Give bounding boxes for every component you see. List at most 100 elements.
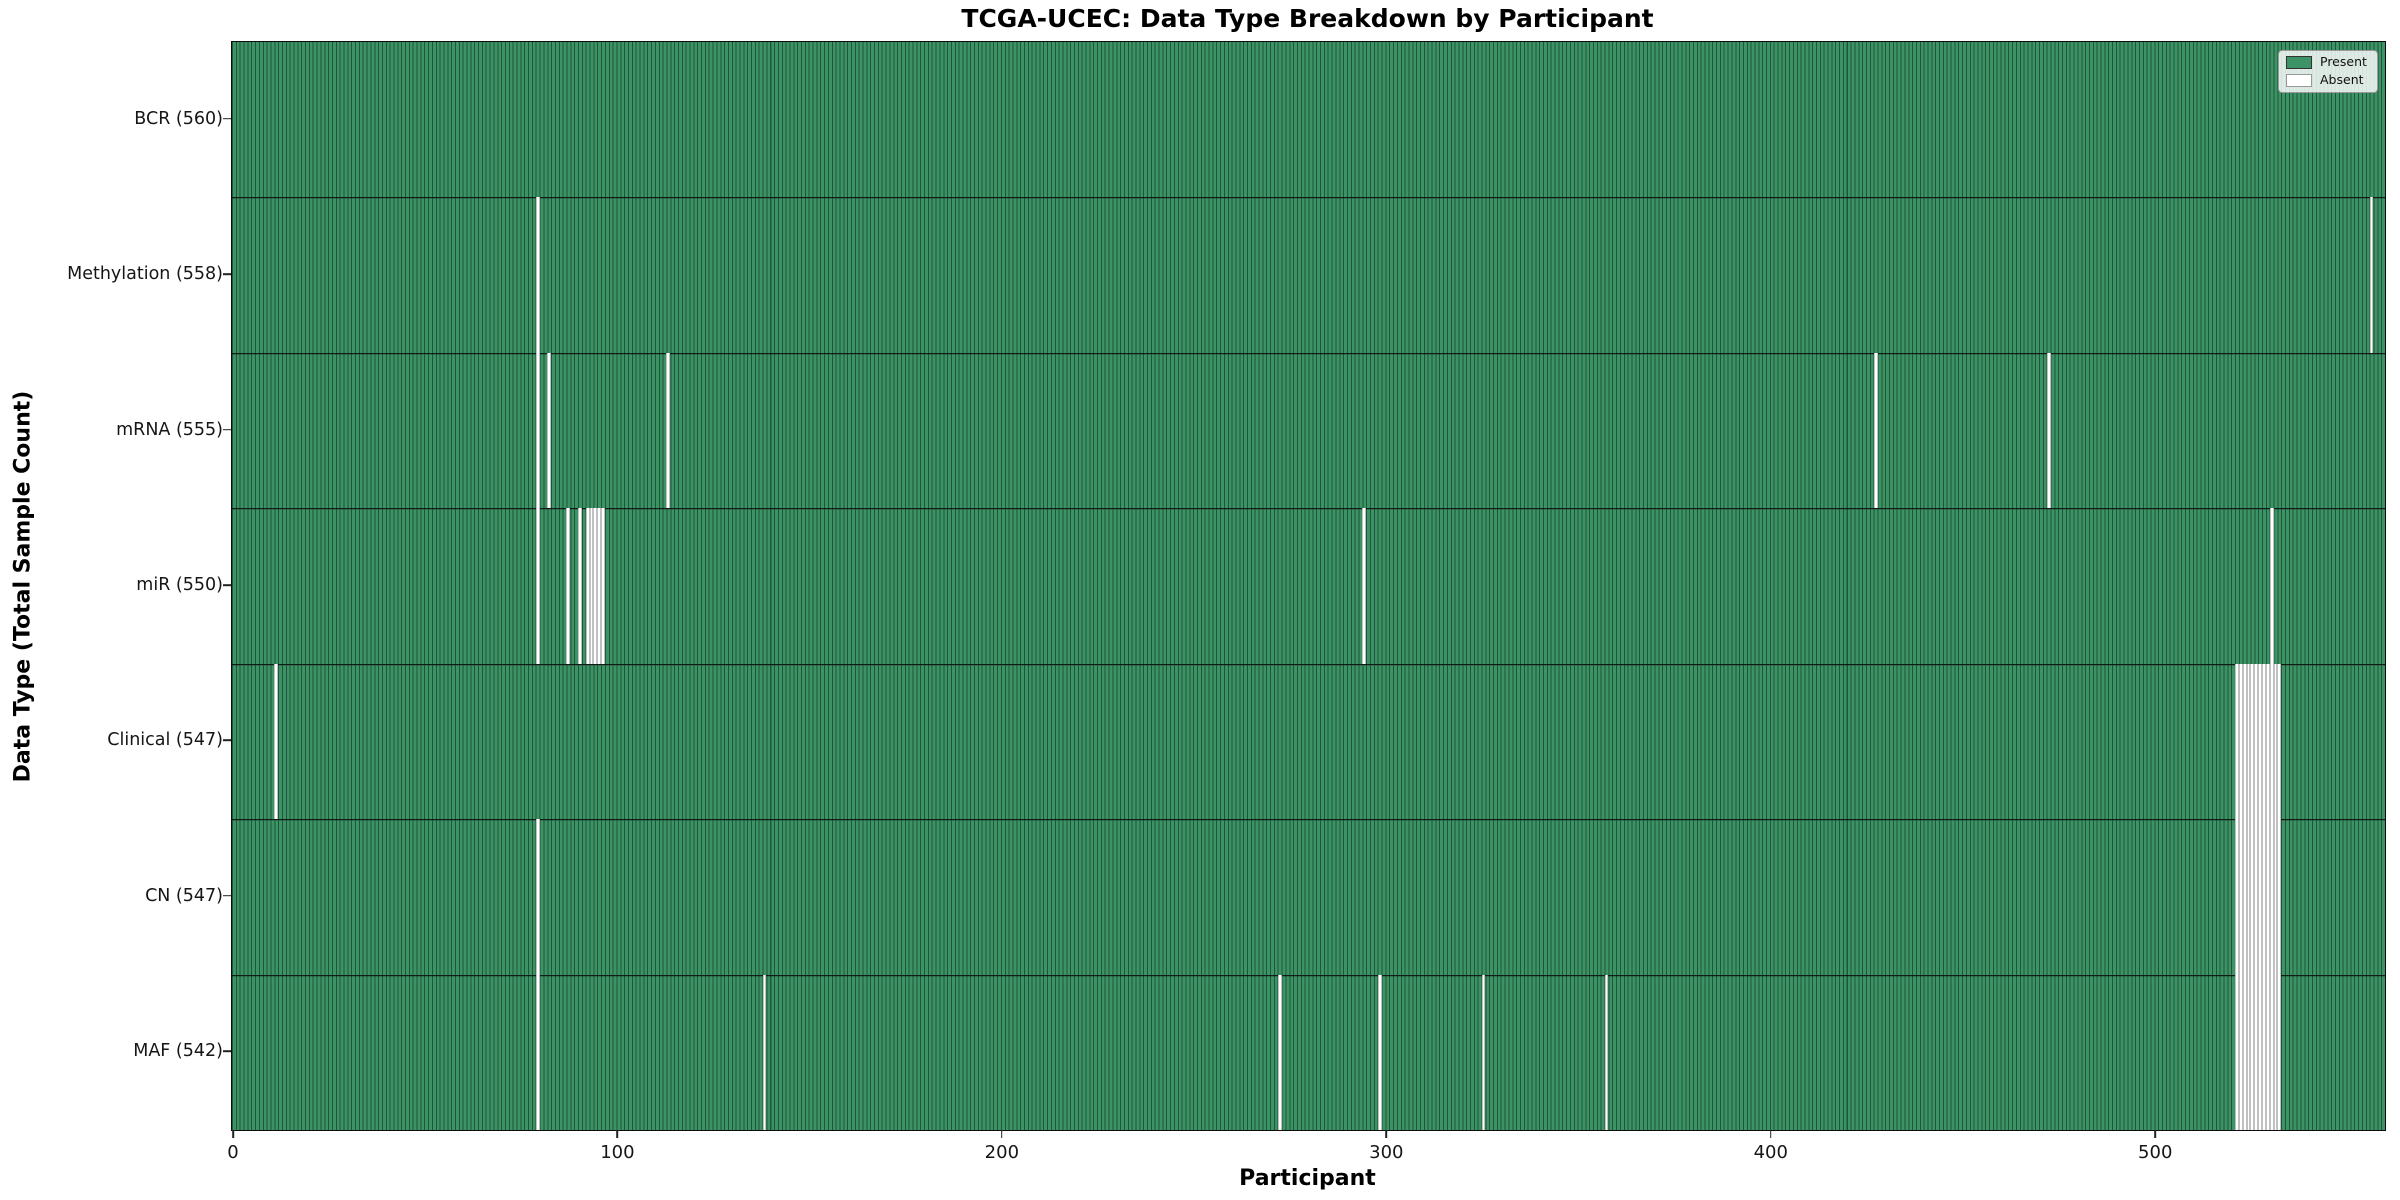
absent-bar xyxy=(2046,352,2051,509)
legend-absent-label: Absent xyxy=(2320,72,2364,88)
x-tick-label: 400 xyxy=(1753,1142,1788,1163)
absent-bar xyxy=(1604,974,1609,1130)
row-methylation xyxy=(232,197,2385,353)
absent-bar xyxy=(2258,663,2262,820)
x-tick-label: 0 xyxy=(227,1142,239,1163)
y-tick-label: mRNA (555) xyxy=(116,419,223,440)
absent-bar xyxy=(1377,974,1382,1130)
absent-bar xyxy=(1481,974,1486,1130)
y-axis-ticks: BCR (560) Methylation (558) mRNA (555) miR … xyxy=(0,41,231,1129)
absent-bar xyxy=(2242,663,2247,820)
absent-bar xyxy=(2258,819,2262,975)
absent-bar xyxy=(2235,663,2239,820)
absent-bar xyxy=(666,352,671,509)
y-tick-mark xyxy=(223,117,231,120)
heatmap-rows xyxy=(232,42,2385,1130)
x-tick-label: 500 xyxy=(2138,1142,2173,1163)
row-mir xyxy=(232,508,2385,664)
absent-bar xyxy=(2238,663,2243,820)
x-tick-label: 300 xyxy=(1369,1142,1404,1163)
y-tick-label: Methylation (558) xyxy=(67,264,223,285)
absent-bar xyxy=(2250,663,2255,820)
absent-bar xyxy=(2238,974,2243,1130)
legend-entry-present: Present xyxy=(2286,56,2370,69)
y-tick-mark xyxy=(223,273,231,275)
absent-bar xyxy=(2246,819,2251,975)
x-tick-mark xyxy=(616,1130,619,1138)
y-tick-label: BCR (560) xyxy=(134,108,223,129)
absent-bar xyxy=(2269,819,2274,975)
absent-bar xyxy=(2261,974,2266,1130)
absent-bar xyxy=(2246,663,2251,820)
row-mrna xyxy=(232,352,2385,509)
plot-area: Present Absent xyxy=(231,41,2386,1131)
y-tick-mark xyxy=(223,428,231,431)
absent-bar xyxy=(2242,819,2247,975)
absent-bar xyxy=(2265,974,2270,1130)
x-tick-mark xyxy=(2154,1130,2157,1138)
absent-bar xyxy=(2277,663,2282,820)
x-tick-mark xyxy=(1001,1130,1003,1138)
absent-bar xyxy=(2277,974,2282,1130)
legend-present-label: Present xyxy=(2320,54,2367,70)
absent-bar xyxy=(274,663,279,820)
y-tick-label: miR (550) xyxy=(136,575,223,595)
absent-bar xyxy=(2265,663,2270,820)
y-tick-label: Clinical (547) xyxy=(107,730,223,751)
x-axis-label: Participant xyxy=(1239,1166,1376,1191)
absent-bar xyxy=(535,197,540,353)
absent-bar xyxy=(2258,974,2262,1130)
legend-entry-absent: Absent xyxy=(2286,74,2370,87)
absent-bar xyxy=(1277,974,1282,1130)
absent-bar xyxy=(2235,974,2239,1130)
y-tick-label: MAF (542) xyxy=(133,1041,223,1062)
chart-title: TCGA-UCEC: Data Type Breakdown by Partic… xyxy=(961,4,1654,33)
absent-bar xyxy=(2273,663,2278,820)
row-clinical xyxy=(232,663,2385,820)
absent-bar xyxy=(535,508,540,664)
row-maf xyxy=(232,974,2385,1130)
absent-bar xyxy=(2238,819,2243,975)
absent-bar xyxy=(2269,974,2274,1130)
absent-bar xyxy=(578,508,582,664)
legend: Present Absent xyxy=(2278,50,2378,93)
absent-bar xyxy=(2277,819,2282,975)
absent-bar xyxy=(2235,819,2239,975)
x-tick-label: 200 xyxy=(984,1142,1020,1163)
absent-bar xyxy=(535,974,540,1130)
x-axis-ticks: 0 100 200 300 400 500 xyxy=(227,1130,2384,1170)
y-tick-mark xyxy=(223,1050,231,1053)
x-tick-mark xyxy=(1385,1130,1388,1138)
absent-bar xyxy=(566,508,571,664)
absent-bar xyxy=(589,508,594,664)
x-tick-mark xyxy=(232,1130,234,1138)
absent-bar xyxy=(2254,974,2259,1130)
absent-bar xyxy=(2250,819,2255,975)
present-swatch xyxy=(2286,56,2312,69)
y-tick-label: CN (547) xyxy=(145,885,223,906)
absent-bar xyxy=(585,508,590,664)
absent-bar xyxy=(2261,663,2266,820)
x-tick-label: 100 xyxy=(600,1142,635,1163)
row-bcr xyxy=(232,42,2385,198)
absent-bar xyxy=(2261,819,2266,975)
y-tick-mark xyxy=(223,739,231,742)
absent-bar xyxy=(535,352,540,509)
absent-bar xyxy=(2265,819,2270,975)
absent-bar xyxy=(535,819,540,975)
absent-bar xyxy=(2254,663,2259,820)
absent-bar xyxy=(2254,819,2259,975)
absent-bar xyxy=(597,508,602,664)
absent-bar xyxy=(601,508,605,664)
y-tick-mark xyxy=(223,584,231,586)
absent-swatch xyxy=(2286,74,2312,87)
row-cn xyxy=(232,819,2385,975)
absent-bar xyxy=(547,352,552,509)
absent-bar xyxy=(2273,819,2278,975)
absent-bar xyxy=(2250,974,2255,1130)
absent-bar xyxy=(2269,508,2274,664)
absent-bar xyxy=(2269,663,2274,820)
y-tick-mark xyxy=(223,895,231,897)
absent-bar xyxy=(1873,352,1878,509)
